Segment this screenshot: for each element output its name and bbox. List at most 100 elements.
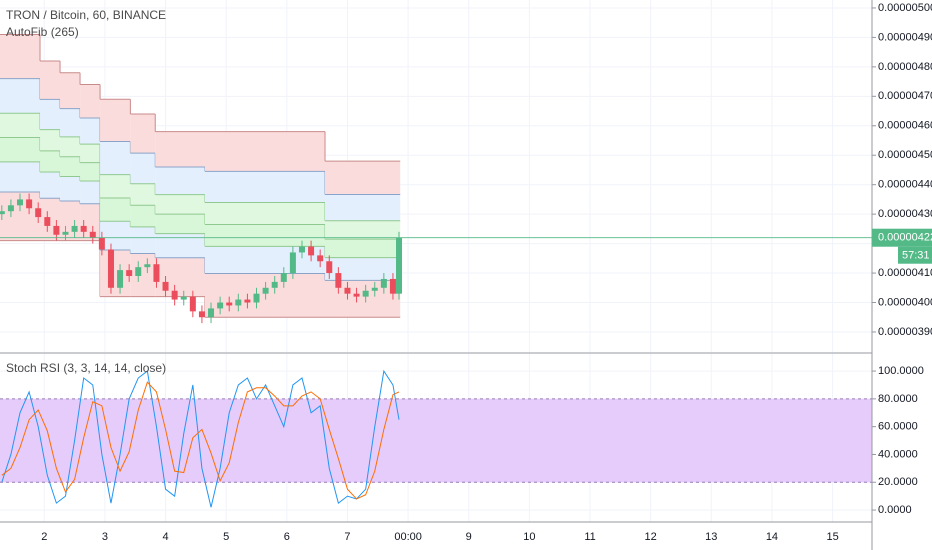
candle-body (326, 261, 333, 274)
plot-layer (0, 0, 872, 522)
fib-band (100, 250, 131, 297)
candle-body (126, 270, 133, 277)
y-tick-label: 0.00000430 (878, 208, 932, 220)
fib-band (100, 99, 131, 142)
y-tick-label: 80.0000 (878, 393, 918, 405)
x-tick-label: 3 (102, 531, 108, 543)
fib-band (60, 156, 81, 177)
candle-body (89, 231, 96, 238)
fib-band (204, 224, 326, 247)
candle-body (26, 199, 33, 209)
fib-band (204, 202, 326, 225)
oscillator-line (1, 369, 400, 508)
y-tick-label: 40.0000 (878, 448, 918, 460)
y-tick-label: 0.00000400 (878, 296, 932, 308)
fib-band (60, 72, 81, 109)
y-tick-label: 0.00000390 (878, 326, 932, 338)
fib-band (325, 220, 401, 240)
fib-band (100, 221, 131, 251)
fib-band (155, 214, 205, 234)
fib-band (80, 144, 101, 163)
candle-body (244, 299, 251, 303)
y-tick-label: 0.00000450 (878, 149, 932, 161)
oscillator-line (1, 381, 400, 500)
fib-band (0, 34, 41, 79)
candle-body (280, 273, 287, 282)
fib-band (40, 150, 61, 173)
candle-body (317, 255, 324, 262)
x-tick-label: 7 (344, 531, 350, 543)
candle-body (107, 249, 114, 288)
candle-body (298, 246, 305, 253)
y-tick-label: 20.0000 (878, 476, 918, 488)
fib-band (204, 273, 326, 318)
fib-band (100, 174, 131, 198)
chart-title: TRON / Bitcoin, 60, BINANCE (6, 8, 166, 22)
y-tick-label: 0.00000480 (878, 61, 932, 73)
candle-body (80, 225, 87, 232)
candle-body (135, 267, 142, 277)
x-tick-label: 6 (284, 531, 290, 543)
last-price-label: 0.00000422 (878, 232, 932, 244)
candle-body (289, 252, 296, 274)
fib-band (204, 246, 326, 274)
x-tick-label: 4 (162, 531, 168, 543)
candle-body (396, 237, 403, 294)
candle-body (44, 217, 51, 226)
candle-body (271, 281, 278, 288)
y-tick-label: 0.00000410 (878, 267, 932, 279)
y-tick-label: 0.00000490 (878, 31, 932, 43)
x-tick-label: 00:00 (394, 531, 422, 543)
fib-band (130, 153, 156, 184)
candle-body (53, 225, 60, 235)
candle-body (353, 293, 360, 297)
y-tick-label: 0.00000500 (878, 2, 932, 14)
candle-body (117, 270, 124, 288)
oscillator-title: Stoch RSI (3, 3, 14, 14, close) (6, 361, 166, 375)
fib-band (0, 137, 41, 162)
fib-band (130, 253, 156, 297)
x-tick-label: 5 (223, 531, 229, 543)
candle-body (380, 278, 387, 288)
y-tick-label: 0.00000440 (878, 179, 932, 191)
last-price-box (872, 228, 932, 247)
candle-body (153, 264, 160, 282)
y-tick-label: 0.00000460 (878, 120, 932, 132)
x-tick-label: 11 (584, 531, 595, 543)
candle-body (35, 208, 42, 218)
fib-band (155, 257, 205, 297)
fib-band (0, 78, 41, 114)
countdown-box (898, 246, 932, 264)
candle-body (17, 199, 24, 206)
candle-body (208, 308, 215, 318)
fib-band (325, 161, 401, 195)
candle-body (226, 302, 233, 306)
candle-body (7, 205, 14, 212)
fib-band (40, 60, 61, 100)
indicator-title: AutoFib (265) (6, 25, 79, 39)
fib-band (80, 162, 101, 182)
candle-body (198, 311, 205, 318)
candle-body (371, 287, 378, 291)
y-tick-label: 0.0000 (878, 504, 912, 516)
fib-band (204, 131, 326, 172)
candle-body (335, 273, 342, 288)
fib-band (80, 84, 101, 118)
fib-band (40, 99, 61, 130)
fib-band (0, 113, 41, 138)
candle-body (171, 290, 178, 300)
x-tick-label: 10 (523, 531, 535, 543)
candle-body (162, 281, 169, 291)
fib-band (60, 108, 81, 137)
candle-body (62, 231, 69, 235)
fib-band (155, 233, 205, 258)
fib-band (100, 197, 131, 222)
candle-body (180, 296, 187, 300)
candle-body (235, 299, 242, 306)
fib-band (130, 205, 156, 227)
candle-body (98, 237, 105, 250)
fib-band (325, 194, 401, 221)
fib-band (325, 257, 401, 281)
fib-band (130, 226, 156, 254)
